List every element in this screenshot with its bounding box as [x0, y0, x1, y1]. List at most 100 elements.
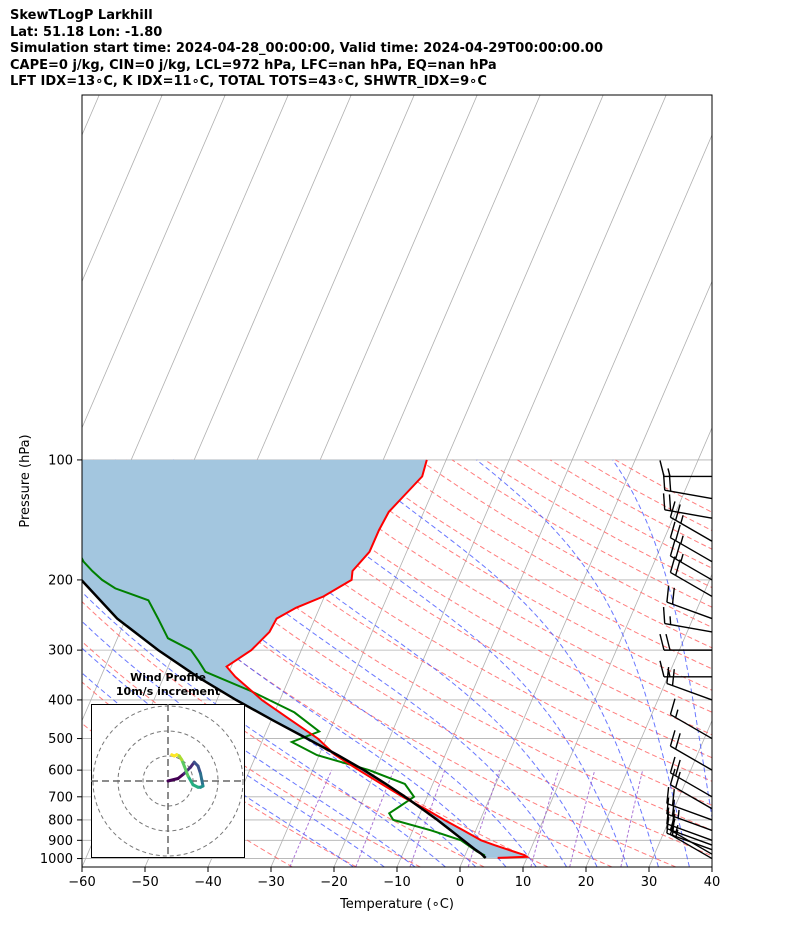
isotherm-line	[82, 95, 163, 283]
wind-barb	[669, 501, 713, 542]
dry-adiabat-line	[82, 522, 613, 867]
hodograph-title-text: Wind Profile	[130, 671, 206, 684]
wind-barb-flag	[662, 493, 666, 510]
moist-adiabat-line	[172, 459, 598, 867]
dry-adiabat-line	[386, 459, 712, 649]
cape-cin-fill	[82, 459, 527, 858]
mixing-ratio-line	[409, 769, 446, 867]
x-tick-label: −40	[194, 875, 221, 890]
hodograph-trace-segment	[166, 777, 180, 783]
wind-barb-half-flag	[667, 668, 671, 677]
wind-barb	[662, 473, 713, 500]
isotherm-line	[333, 95, 667, 867]
dry-adiabat-line	[190, 459, 712, 782]
x-tick-label: 40	[704, 875, 721, 890]
wind-barb-half-flag	[669, 616, 672, 625]
wind-barb-flag	[666, 585, 670, 603]
mixing-ratio-line	[289, 769, 333, 867]
wind-barb-flag	[674, 733, 681, 750]
wind-barb-flag	[674, 524, 681, 541]
profile-lines	[82, 459, 530, 859]
wind-barb-staff	[670, 713, 713, 740]
x-tick-label: −60	[68, 875, 95, 890]
wind-barb-staff	[670, 571, 713, 598]
dewpoint-line	[82, 556, 486, 859]
wind-barb-flag	[674, 759, 681, 776]
isotherm-line	[711, 865, 712, 867]
wind-barb-flag	[674, 542, 681, 560]
wind-barb	[666, 797, 713, 832]
wind-barb-staff	[670, 772, 713, 798]
moist-adiabat-line	[82, 474, 537, 867]
wind-barb-staff	[670, 833, 713, 860]
wind-barb-flag	[669, 756, 676, 773]
wind-barb-half-flag	[680, 535, 684, 544]
mixing-ratio-line	[355, 769, 395, 867]
chart-title: SkewTLogP Larkhill	[10, 8, 153, 23]
wind-barb-half-flag	[680, 553, 684, 563]
moist-adiabat-line	[114, 459, 568, 867]
x-tick-label: −30	[257, 875, 284, 890]
wind-barb	[666, 787, 713, 821]
wind-barb-flag	[671, 789, 675, 806]
y-tick-label: 600	[48, 764, 73, 779]
x-tick-label: 30	[641, 875, 658, 890]
moist-adiabat-line	[82, 620, 416, 867]
axes: −60 −50 −40 −30 −20 −10 0 10 20 30 40 1000 900 800 700…	[40, 453, 720, 890]
wind-barb-staff	[670, 516, 713, 542]
wind-barb	[666, 807, 713, 841]
wind-barb-staff	[670, 537, 713, 563]
dry-adiabat-line	[256, 459, 712, 736]
wind-barb-flag	[665, 633, 671, 651]
wind-barb-half-flag	[674, 709, 679, 718]
wind-barb-flag	[662, 473, 666, 491]
x-tick-label: −20	[320, 875, 347, 890]
isotherm-line	[522, 426, 712, 867]
wind-barb-staff	[670, 555, 713, 581]
wind-barb-flag	[669, 556, 676, 573]
isotherm-line	[82, 95, 226, 429]
wind-barb-flag	[669, 501, 676, 518]
wind-barb-staff	[666, 601, 713, 620]
wind-barb-flag	[666, 807, 670, 824]
location-line: Lat: 51.18 Lon: -1.80	[10, 24, 163, 40]
y-axis-label: Pressure (hPa)	[18, 434, 33, 527]
wind-barb-flag	[674, 771, 681, 788]
y-tick-label: 700	[48, 790, 73, 805]
wind-barb-flag	[666, 797, 670, 815]
moist-adiabat-line	[247, 459, 629, 867]
isotherm-line	[396, 133, 712, 867]
wind-barb	[666, 585, 713, 620]
wind-barb-staff	[666, 827, 713, 846]
wind-barb-staff	[666, 802, 713, 821]
wind-barb-flag	[671, 587, 675, 605]
wind-barb	[659, 460, 712, 478]
dry-adiabat-line	[92, 459, 712, 857]
temperature-line	[225, 459, 530, 859]
wind-barb	[662, 607, 713, 633]
isotherm-line	[775, 95, 794, 867]
y-tick-label: 900	[48, 834, 73, 849]
y-tick-label: 100	[48, 453, 73, 468]
wind-barb	[659, 633, 712, 651]
hodograph-trace-segment	[182, 764, 190, 778]
mixing-ratio-line	[530, 769, 559, 867]
x-tick-label: 0	[456, 875, 464, 890]
wind-barb-staff	[666, 813, 713, 832]
wind-barb	[662, 493, 713, 519]
mixing-ratio-line	[467, 769, 501, 867]
wind-barb-flag	[669, 730, 676, 747]
wind-barbs	[659, 460, 713, 860]
x-tick-label: −50	[131, 875, 158, 890]
dry-adiabat-line	[82, 600, 485, 867]
wind-barb-half-flag	[667, 468, 671, 477]
wind-barb-flag	[662, 607, 666, 624]
dry-adiabat-line	[158, 459, 712, 806]
wind-barb-flag	[668, 474, 672, 492]
hodograph-inset	[91, 704, 245, 858]
wind-barb	[669, 698, 713, 740]
x-axis-label: Temperature (∘C)	[339, 897, 454, 912]
wind-barb	[669, 556, 713, 598]
moist-adiabat-line	[612, 459, 712, 821]
wind-barb-flag	[669, 539, 676, 557]
